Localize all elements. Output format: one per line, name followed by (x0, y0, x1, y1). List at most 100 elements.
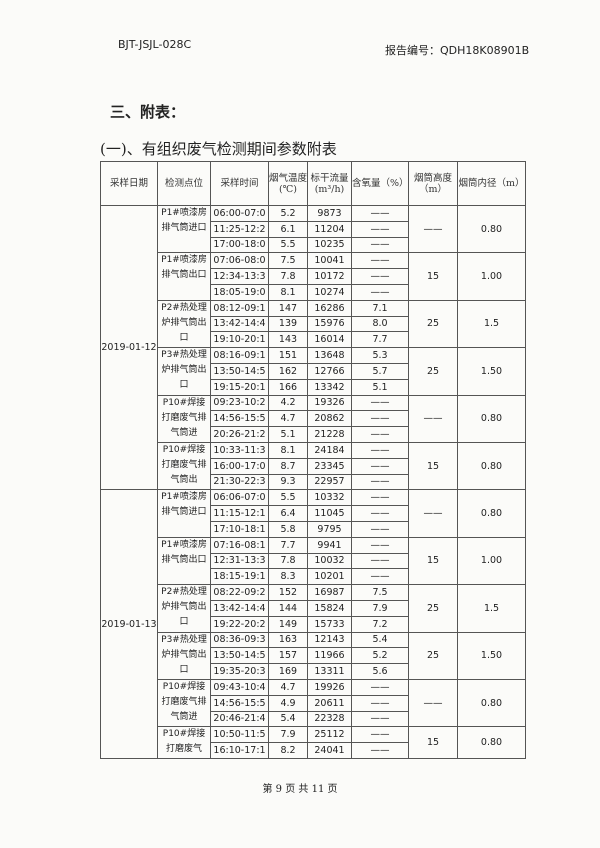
flue-gas-temperature: 4.9 (268, 694, 308, 712)
stack-height: —— (408, 489, 458, 538)
stack-height: 25 (408, 631, 458, 680)
table-row: P10#焊接打磨废气排气筒进 09:43-10:4 4.7 19926 —— —— 0.80 (101, 678, 526, 728)
flue-gas-temperature: 7.7 (268, 536, 308, 554)
standard-dry-flow: 16286 (307, 299, 352, 317)
stack-diameter: 1.00 (457, 536, 526, 586)
oxygen-content: 7.5 (351, 584, 409, 601)
flue-gas-temperature: 147 (268, 299, 308, 317)
standard-dry-flow: 10032 (307, 552, 352, 570)
monitoring-point: P2#热处理炉排气筒出口 (157, 584, 211, 633)
flue-gas-temperature: 157 (268, 647, 308, 665)
sampling-time: 14:56-15:5 (210, 694, 269, 712)
monitoring-point: P2#热处理炉排气筒出口 (157, 299, 211, 349)
oxygen-content: 7.9 (351, 599, 409, 617)
monitoring-point: P10#焊接打磨废气排气筒进 (157, 678, 211, 728)
sampling-time: 08:16-09:1 (210, 347, 269, 364)
stack-height: 15 (408, 441, 458, 491)
stack-diameter: 1.5 (457, 584, 526, 633)
stack-height: 15 (408, 252, 458, 301)
flue-gas-temperature: 4.7 (268, 678, 308, 696)
flue-gas-temperature: 162 (268, 362, 308, 380)
oxygen-content: —— (351, 441, 409, 459)
standard-dry-flow: 24184 (307, 441, 352, 459)
table-row: 12:34-13:3 7.8 10172 —— (101, 268, 526, 285)
stack-diameter: 0.80 (457, 678, 526, 728)
stack-diameter: 1.5 (457, 299, 526, 349)
oxygen-content: —— (351, 678, 409, 696)
stack-height: 25 (408, 347, 458, 396)
flue-gas-temperature: 143 (268, 331, 308, 349)
sampling-time: 13:42-14:4 (210, 315, 269, 333)
table-row: P3#热处理炉排气筒出口 08:16-09:1 151 13648 5.3 25 1.50 (101, 347, 526, 396)
standard-dry-flow: 20862 (307, 410, 352, 428)
standard-dry-flow: 20611 (307, 694, 352, 712)
table-row: P10#焊接打磨废气 10:50-11:5 7.9 25112 —— 15 0.80 (101, 726, 526, 759)
sampling-time: 13:42-14:4 (210, 599, 269, 617)
table-row: 21:30-22:3 9.3 22957 —— (101, 473, 526, 491)
sampling-time: 13:50-14:5 (210, 362, 269, 380)
document-code: BJT-JSJL-028C (118, 38, 192, 51)
stack-diameter: 1.50 (457, 347, 526, 396)
flue-gas-temperature: 151 (268, 347, 308, 364)
standard-dry-flow: 10041 (307, 252, 352, 270)
standard-dry-flow: 10172 (307, 268, 352, 285)
monitoring-point: P1#喷漆房排气筒出口 (157, 252, 211, 301)
column-header: 采样时间 (210, 161, 269, 206)
oxygen-content: —— (351, 268, 409, 285)
stack-diameter: 0.80 (457, 204, 526, 254)
standard-dry-flow: 15824 (307, 599, 352, 617)
standard-dry-flow: 11966 (307, 647, 352, 665)
stack-diameter: 1.50 (457, 631, 526, 680)
standard-dry-flow: 12766 (307, 362, 352, 380)
oxygen-content: 5.4 (351, 631, 409, 649)
stack-diameter: 0.80 (457, 726, 526, 759)
sampling-time: 21:30-22:3 (210, 473, 269, 491)
oxygen-content: —— (351, 505, 409, 522)
sampling-time: 19:10-20:1 (210, 331, 269, 349)
oxygen-content: 5.7 (351, 362, 409, 380)
parameter-table: 采样日期 检测点位 采样时间 烟气温度(℃) 标干流量(m³/h) 含氧量（%） 烟筒高度（… (100, 161, 526, 759)
flue-gas-temperature: 169 (268, 663, 308, 680)
oxygen-content: —— (351, 394, 409, 412)
oxygen-content: —— (351, 710, 409, 728)
sampling-time: 09:23-10:2 (210, 394, 269, 412)
sampling-time: 07:06-08:0 (210, 252, 269, 270)
sampling-time: 12:34-13:3 (210, 268, 269, 285)
flue-gas-temperature: 4.7 (268, 410, 308, 428)
table-row: 2019-01-12 P1#喷漆房排气筒进口 06:00-07:0 5.2 9873 ——… (100, 204, 526, 491)
oxygen-content: —— (351, 694, 409, 712)
flue-gas-temperature: 5.1 (268, 426, 308, 443)
table-row: 2019-01-13 P1#喷漆房排气筒进口 06:06-07:0 5.5 10332—… (100, 489, 526, 759)
standard-dry-flow: 21228 (307, 426, 352, 443)
stack-diameter: 1.00 (457, 252, 526, 301)
oxygen-content: —— (351, 457, 409, 475)
oxygen-content: —— (351, 283, 409, 301)
flue-gas-temperature: 7.8 (268, 268, 308, 285)
standard-dry-flow: 10332 (307, 489, 352, 507)
table-row: 13:42-14:4 144 15824 7.9 (101, 599, 526, 617)
sampling-time: 20:46-21:4 (210, 710, 269, 728)
sampling-time: 16:00-17:0 (210, 457, 269, 475)
monitoring-point: P10#焊接打磨废气 (157, 726, 211, 759)
standard-dry-flow: 16014 (307, 331, 352, 349)
oxygen-content: —— (351, 568, 409, 586)
monitoring-point: P10#焊接打磨废气排气筒进 (157, 394, 211, 443)
sampling-time: 12:31-13:3 (210, 552, 269, 570)
sampling-time: 20:26-21:2 (210, 426, 269, 443)
monitoring-point: P10#焊接打磨废气排气筒出 (157, 441, 211, 491)
table-row: 11:25-12:2 6.1 11204 —— (101, 220, 526, 238)
standard-dry-flow: 9795 (307, 520, 352, 538)
flue-gas-temperature: 8.3 (268, 568, 308, 586)
monitoring-point: P1#喷漆房排气筒进口 (157, 204, 211, 254)
standard-dry-flow: 24041 (307, 742, 352, 759)
standard-dry-flow: 10235 (307, 236, 352, 254)
flue-gas-temperature: 7.5 (268, 252, 308, 270)
oxygen-content: —— (351, 205, 409, 222)
monitoring-point: P3#热处理炉排气筒出口 (157, 631, 211, 680)
standard-dry-flow: 15733 (307, 615, 352, 633)
sampling-time: 11:25-12:2 (210, 220, 269, 238)
standard-dry-flow: 13311 (307, 663, 352, 680)
sampling-time: 16:10-17:1 (210, 742, 269, 759)
oxygen-content: —— (351, 489, 409, 507)
sampling-date: 2019-01-13 (100, 489, 158, 759)
